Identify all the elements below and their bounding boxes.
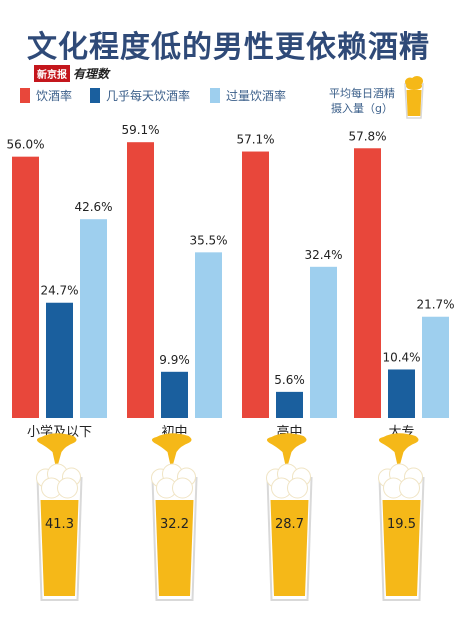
value-label: 57.8%: [348, 129, 386, 143]
beer-glass-icon: [404, 76, 424, 119]
value-label: 24.7%: [40, 284, 78, 298]
bar-daily-drinking-rate: [388, 369, 415, 418]
foam-bubble: [399, 477, 420, 499]
value-label: 10.4%: [382, 350, 420, 364]
legend-label: 饮酒率: [36, 89, 73, 103]
value-label: 42.6%: [74, 200, 112, 214]
logo-black-text: 有理数: [73, 67, 110, 81]
legend-item-excessive-drinking-rate: 过量饮酒率: [210, 87, 286, 104]
value-label: 9.9%: [159, 353, 190, 367]
bar-excessive-drinking-rate: [422, 316, 449, 418]
category-label: 小学及以下: [27, 424, 92, 440]
bar-excessive-drinking-rate: [80, 219, 107, 418]
value-label: 21.7%: [416, 298, 454, 312]
alcohol-intake-value: 28.7: [275, 517, 304, 532]
chart-title: 文化程度低的男性更依赖酒精: [27, 30, 430, 65]
beer-liquid: [40, 500, 79, 596]
legend-item-drinking-rate: 饮酒率: [20, 87, 72, 104]
legend-swatch: [210, 88, 220, 103]
alcohol-intake-value: 32.2: [160, 517, 189, 532]
value-label: 57.1%: [236, 133, 274, 147]
beer-drip: [36, 433, 77, 470]
foam-bubble: [287, 477, 308, 499]
beer-drip: [151, 433, 192, 470]
foam-bubble: [57, 477, 78, 499]
value-label: 56.0%: [6, 138, 44, 152]
bar-excessive-drinking-rate: [310, 266, 337, 418]
alcohol-intake-label-line1: 平均每日酒精: [329, 87, 395, 100]
legend-item-daily-drinking-rate: 几乎每天饮酒率: [90, 87, 190, 104]
bar-excessive-drinking-rate: [195, 252, 222, 418]
beer-glass: [378, 433, 425, 601]
beer-liquid: [270, 500, 309, 596]
value-label: 59.1%: [121, 123, 159, 137]
publisher-logo: 新京报 有理数: [34, 63, 110, 82]
bar-drinking-rate: [12, 156, 39, 418]
logo-red-text: 新京报: [34, 65, 70, 82]
legend-swatch: [20, 88, 30, 103]
beer-drip: [378, 433, 419, 470]
alcohol-intake-value: 19.5: [387, 517, 416, 532]
legend-label: 几乎每天饮酒率: [106, 89, 191, 103]
bar-drinking-rate: [354, 148, 381, 418]
beer-glass: [151, 433, 198, 601]
bar-daily-drinking-rate: [46, 302, 73, 418]
bar-daily-drinking-rate: [161, 371, 188, 418]
beer-liquid: [155, 500, 194, 596]
bar-daily-drinking-rate: [276, 391, 303, 418]
beer-glass: [36, 433, 83, 601]
bar-drinking-rate: [127, 142, 154, 418]
value-label: 5.6%: [274, 373, 305, 387]
foam-bubble: [172, 477, 193, 499]
value-label: 35.5%: [189, 233, 227, 247]
beer-glass: [266, 433, 313, 601]
alcohol-intake-legend: 平均每日酒精 摄入量（g）: [322, 86, 402, 116]
legend-swatch: [90, 88, 100, 103]
alcohol-intake-label-line2: 摄入量（g）: [331, 102, 393, 115]
beer-drip: [266, 433, 307, 470]
alcohol-intake-value: 41.3: [45, 517, 74, 532]
value-label: 32.4%: [304, 248, 342, 262]
legend-label: 过量饮酒率: [226, 89, 287, 103]
bar-drinking-rate: [242, 151, 269, 419]
beer-liquid: [382, 500, 421, 596]
